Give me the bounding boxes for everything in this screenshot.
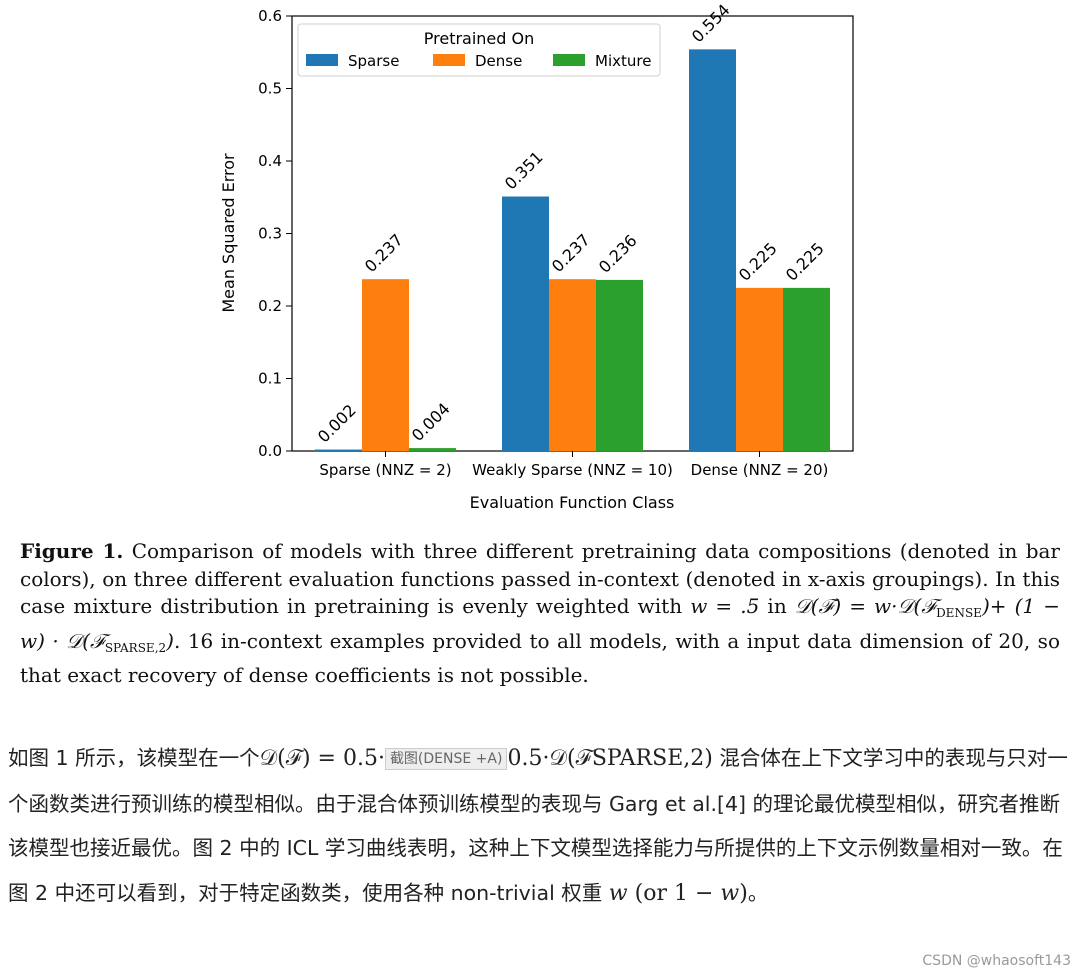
legend: Pretrained On Sparse Dense Mixture: [297, 23, 661, 77]
bar-value-label: 0.225: [735, 239, 781, 285]
bar-mixture: [409, 448, 456, 451]
legend-swatch-dense: [433, 54, 465, 66]
caption-math-3-end: ).: [166, 628, 181, 653]
x-tick-label: Sparse (NNZ = 2): [319, 461, 451, 479]
y-tick-label: 0.3: [258, 225, 282, 243]
bar-dense: [736, 287, 783, 451]
y-tick-label: 0.0: [258, 442, 282, 460]
y-tick-label: 0.4: [258, 152, 282, 170]
x-tick-label: Weakly Sparse (NNZ = 10): [472, 461, 673, 479]
article-math-w: w: [608, 880, 628, 906]
article-text-3: 。: [747, 880, 769, 905]
legend-label-dense: Dense: [475, 52, 522, 70]
figure-caption: Figure 1. Comparison of models with thre…: [20, 538, 1060, 690]
bar-value-label: 0.004: [408, 399, 454, 445]
article-math-1: 𝒟(ℱ) = 0.5·: [259, 746, 385, 771]
watermark: CSDN @whaosoft143: [922, 953, 1071, 969]
legend-swatch-mixture: [553, 54, 585, 66]
bar-sparse: [502, 196, 549, 451]
bar-chart: 0.002 0.237 0.004 0.351 0.237 0.236 0.554 0.225…: [219, 0, 854, 512]
bar-sparse: [315, 449, 362, 451]
legend-label-mixture: Mixture: [595, 52, 651, 70]
bar-dense: [362, 279, 409, 451]
bar-value-label: 0.002: [314, 401, 360, 447]
caption-math-3: (1 − w) · 𝒟(ℱ: [20, 594, 1060, 653]
y-tick-label: 0.6: [258, 7, 282, 25]
bar-value-label: 0.237: [548, 230, 594, 276]
article-math-2: 0.5·𝒟(ℱ: [507, 746, 592, 771]
caption-math-3-sub: SPARSE,2: [104, 640, 167, 655]
x-axis-label: Evaluation Function Class: [470, 493, 675, 512]
bar-value-label: 0.554: [688, 0, 734, 46]
caption-text-1: Comparison of models with three differen…: [20, 539, 1060, 618]
caption-text-3: 16 in-context examples provided to all m…: [20, 628, 1060, 688]
legend-swatch-sparse: [306, 54, 338, 66]
article-body: 如图 1 所示，该模型在一个𝒟(ℱ) = 0.5· 截图(DENSE +A) 0.5…: [8, 736, 1076, 916]
bar-sparse: [689, 49, 736, 451]
caption-math-2-sub: DENSE: [936, 606, 982, 620]
caption-math-2: 𝒟(ℱ) = w·𝒟(ℱ: [794, 594, 937, 618]
caption-math-1: w = .5: [690, 594, 760, 618]
caption-math-2-end: )+: [981, 594, 1007, 618]
x-axis: Sparse (NNZ = 2) Weakly Sparse (NNZ = 10)…: [319, 451, 828, 479]
x-tick-label: Dense (NNZ = 20): [691, 461, 829, 479]
y-axis-label: Mean Squared Error: [219, 153, 238, 313]
article-math-close: ): [739, 880, 748, 906]
article-math-w2: w: [720, 880, 740, 906]
y-tick-label: 0.2: [258, 297, 282, 315]
article-math-2-sub: SPARSE,2: [591, 746, 705, 771]
bar-value-label: 0.225: [782, 239, 828, 285]
article-math-or: (or 1 −: [627, 880, 721, 906]
y-tick-label: 0.1: [258, 370, 282, 388]
legend-title: Pretrained On: [424, 29, 535, 48]
bar-value-label: 0.237: [361, 230, 407, 276]
bar-value-label: 0.236: [595, 231, 641, 277]
y-axis: 0.0 0.1 0.2 0.3 0.4 0.5 0.6: [258, 7, 292, 460]
bar-dense: [549, 279, 596, 451]
article-paragraph: 如图 1 所示，该模型在一个𝒟(ℱ) = 0.5· 截图(DENSE +A) 0.5…: [8, 736, 1076, 916]
bars-group: [315, 49, 830, 451]
caption-label: Figure 1.: [20, 539, 124, 563]
y-tick-label: 0.5: [258, 80, 282, 98]
bar-mixture: [596, 279, 643, 451]
caption-text-2: in: [759, 594, 795, 618]
legend-label-sparse: Sparse: [348, 52, 399, 70]
article-text-1: 如图 1 所示，该模型在一个: [8, 746, 260, 770]
bar-mixture: [783, 287, 830, 451]
article-math-2-end: ): [704, 746, 713, 771]
screenshot-artifact: 截图(DENSE +A): [384, 748, 508, 770]
bar-value-label: 0.351: [501, 148, 547, 194]
article-text-2: 混合体在上下文学习中的表现与只对一个函数类进行预训练的模型相似。由于混合体预训练…: [8, 746, 1068, 905]
